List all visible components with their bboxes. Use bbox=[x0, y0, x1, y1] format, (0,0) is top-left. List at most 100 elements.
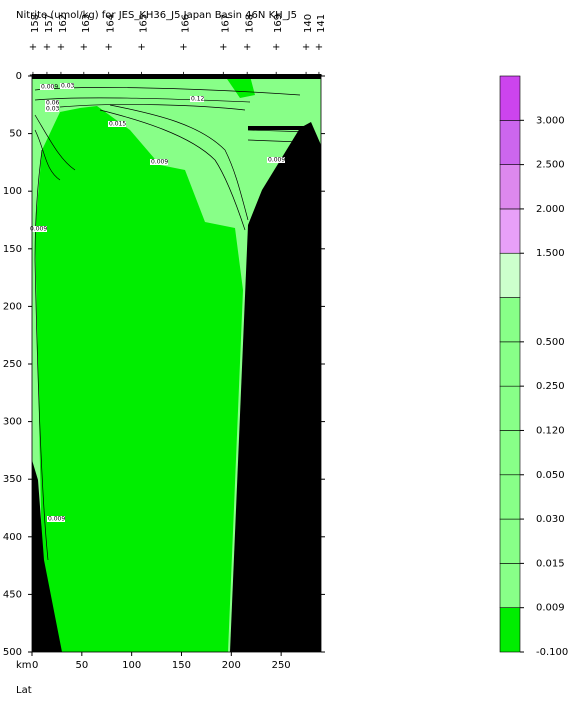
colorbar-band bbox=[499, 518, 521, 564]
seafloor bbox=[248, 126, 310, 130]
station-label: 165 bbox=[139, 14, 150, 33]
y-tick-label: 250 bbox=[3, 359, 22, 370]
station-label: 141 bbox=[316, 14, 327, 33]
contour-line bbox=[109, 104, 249, 221]
colorbar-band bbox=[499, 208, 521, 254]
station-marker: + bbox=[80, 70, 88, 81]
station-marker: + bbox=[219, 42, 227, 53]
station-marker: + bbox=[315, 42, 323, 53]
colorbar-band bbox=[499, 607, 521, 653]
y-tick-label: 450 bbox=[3, 589, 22, 600]
chart-title: Nitrite (umol/kg) for JES_KH36_J5 Japan … bbox=[16, 10, 297, 21]
station-label: 163 bbox=[81, 14, 92, 33]
station-marker: + bbox=[179, 42, 187, 53]
x2-axis-label: Lat bbox=[16, 685, 32, 696]
station-label: 140 bbox=[303, 14, 314, 33]
fill-bright bbox=[35, 106, 243, 652]
station-marker: + bbox=[272, 42, 280, 53]
contour-line bbox=[59, 104, 246, 111]
station-label: 164 bbox=[106, 14, 117, 33]
y-tick-label: 500 bbox=[3, 647, 22, 658]
colorbar-label: 0.015 bbox=[536, 558, 565, 569]
station-label: 162 bbox=[58, 14, 69, 33]
x-tick-label: 100 bbox=[122, 660, 141, 671]
colorbar-label: -0.100 bbox=[536, 647, 568, 658]
station-marker: + bbox=[57, 70, 65, 81]
y-tick-label: 300 bbox=[3, 417, 22, 428]
station-marker: + bbox=[137, 42, 145, 53]
station-marker: + bbox=[302, 70, 310, 81]
contours bbox=[34, 87, 311, 561]
colorbar-band bbox=[499, 385, 521, 431]
y-tick-label: 400 bbox=[3, 532, 22, 543]
station-label: 169 bbox=[273, 14, 284, 33]
contour-line bbox=[34, 149, 49, 561]
station-marker: + bbox=[43, 70, 51, 81]
contour-label: 0.12 bbox=[191, 96, 205, 103]
seafloor bbox=[230, 122, 321, 652]
contour-label: 0.009 bbox=[268, 157, 285, 164]
terrain bbox=[32, 74, 321, 652]
station-marker: + bbox=[315, 70, 323, 81]
station-marker: + bbox=[272, 70, 280, 81]
contour-line bbox=[247, 139, 301, 143]
x-tick-label: 250 bbox=[272, 660, 291, 671]
station-marker: + bbox=[43, 42, 51, 53]
station-marker: + bbox=[57, 42, 65, 53]
y-tick-label: 100 bbox=[3, 186, 22, 197]
x-tick-label: 200 bbox=[222, 660, 241, 671]
colorbar-label: 0.500 bbox=[536, 337, 565, 348]
contour-line bbox=[34, 129, 61, 181]
contour-label: 0.015 bbox=[109, 121, 126, 128]
contour-label: 0.009 bbox=[151, 159, 168, 166]
colorbar-label: 0.050 bbox=[536, 470, 565, 481]
x-tick-label: 50 bbox=[75, 660, 88, 671]
station-marker: + bbox=[29, 42, 37, 53]
station-marker: + bbox=[29, 70, 37, 81]
contour-label: 0.009 bbox=[41, 84, 58, 91]
station-marker: + bbox=[105, 42, 113, 53]
station-marker: + bbox=[219, 70, 227, 81]
contour-line bbox=[34, 114, 76, 171]
seafloor bbox=[32, 460, 62, 652]
colorbar-band bbox=[499, 563, 521, 608]
station-marker: + bbox=[179, 70, 187, 81]
colorbar-band bbox=[499, 75, 521, 121]
station-marker: + bbox=[243, 42, 251, 53]
contour-line bbox=[99, 109, 246, 231]
surface-strip bbox=[32, 74, 321, 79]
colorbar-label: 0.250 bbox=[536, 381, 565, 392]
station-marker: + bbox=[105, 70, 113, 81]
colorbar-band bbox=[499, 430, 521, 476]
contour-label: 0.06 bbox=[46, 100, 60, 107]
colorbar-label: 2.000 bbox=[536, 204, 565, 215]
contour-labels: 0.009 0.03 0.06 0.03 0.12 0.015 0.009 0.… bbox=[29, 83, 285, 523]
colorbar-band bbox=[499, 297, 521, 343]
station-marker: + bbox=[137, 70, 145, 81]
colorbar-band bbox=[499, 341, 521, 387]
colorbar-label: 0.009 bbox=[536, 603, 565, 614]
contour-line bbox=[34, 97, 251, 103]
y-tick-label: 200 bbox=[3, 301, 22, 312]
station-label: 168 bbox=[244, 14, 255, 33]
colorbar-band bbox=[499, 120, 521, 165]
contour-label: 0.03 bbox=[61, 83, 75, 90]
colorbar-label: 3.000 bbox=[536, 115, 565, 126]
station-marker: + bbox=[80, 42, 88, 53]
colorbar-band bbox=[499, 474, 521, 520]
x-tick-label: 150 bbox=[172, 660, 191, 671]
contour-label: 0.03 bbox=[46, 106, 60, 113]
plot-area: 0.009 0.03 0.06 0.03 0.12 0.015 0.009 0.… bbox=[29, 74, 322, 653]
fill-bright bbox=[225, 76, 255, 98]
station-label: 157 bbox=[44, 14, 55, 33]
contour-label: 0.009 bbox=[48, 516, 65, 523]
y-tick-label: 0 bbox=[16, 71, 22, 82]
colorbar-label: 1.500 bbox=[536, 248, 565, 259]
colorbar-label: 0.120 bbox=[536, 425, 565, 436]
y-tick-label: 50 bbox=[9, 129, 22, 140]
y-tick-label: 150 bbox=[3, 244, 22, 255]
y-tick-label: 350 bbox=[3, 474, 22, 485]
colorbar-band bbox=[499, 164, 521, 210]
station-marker: + bbox=[302, 42, 310, 53]
